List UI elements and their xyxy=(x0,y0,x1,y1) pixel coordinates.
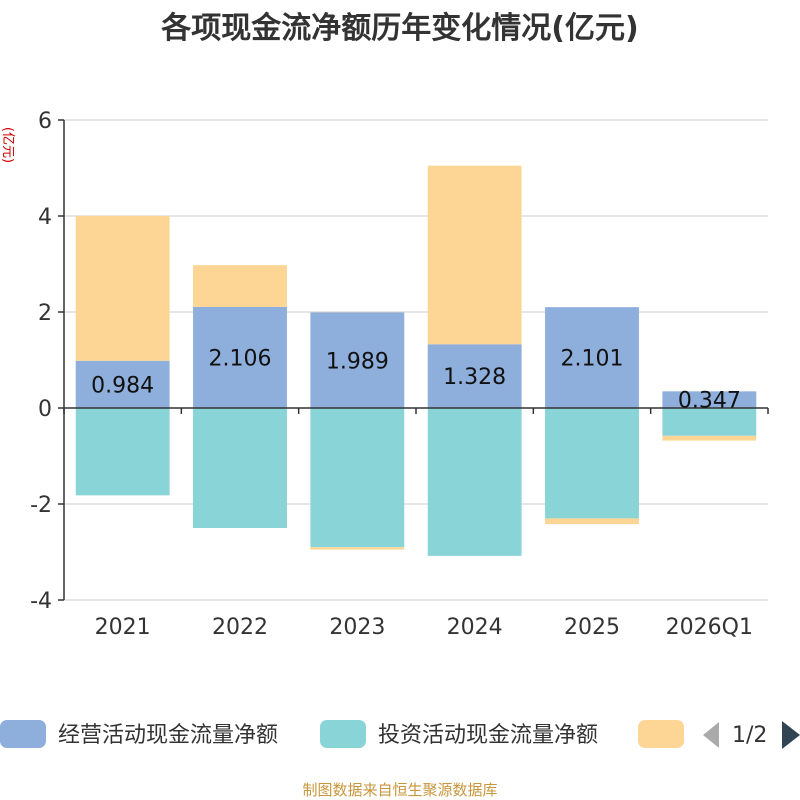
bar-series1-2021 xyxy=(75,360,170,408)
legend-label-series1[interactable]: 经营活动现金流量净额 xyxy=(58,723,278,748)
legend-swatch-series1[interactable] xyxy=(0,720,46,748)
y-tick-label: -2 xyxy=(30,493,52,518)
x-tick-label: 2021 xyxy=(95,615,151,640)
y-tick-label: 0 xyxy=(38,397,52,422)
x-tick-label: 2024 xyxy=(447,615,503,640)
legend-page-indicator: 1/2 xyxy=(732,723,767,748)
data-label-2026Q1: 0.347 xyxy=(678,389,741,414)
legend-label-series2[interactable]: 投资活动现金流量净额 xyxy=(378,723,598,748)
bar-series3-2025 xyxy=(545,518,639,525)
legend-swatch-series2[interactable] xyxy=(320,720,366,748)
axes: -4 -2 0 2 4 6 2021 2022 2023 2024 2025 2026Q1 xyxy=(30,109,769,640)
bar-series2-2025 xyxy=(545,408,639,519)
bar-series3-2023 xyxy=(310,547,405,550)
bar-series2-2022 xyxy=(193,408,287,528)
bar-series2-2024 xyxy=(427,408,522,556)
data-label-2022: 2.106 xyxy=(209,346,272,371)
y-tick-label: 4 xyxy=(38,205,52,230)
chart-title: 各项现金流净额历年变化情况(亿元) xyxy=(160,11,638,46)
legend-swatch-series3[interactable] xyxy=(638,720,684,748)
y-axis-unit: (亿元) xyxy=(0,127,15,163)
data-label-2023: 1.989 xyxy=(326,349,389,374)
bar-series2-2021 xyxy=(75,408,170,496)
legend-prev-page-icon[interactable] xyxy=(703,722,719,748)
y-tick-label: 6 xyxy=(38,109,52,134)
source-note: 制图数据来自恒生聚源数据库 xyxy=(302,781,497,799)
bar-series3-2024 xyxy=(427,165,522,345)
bar-series3-2022 xyxy=(193,265,287,307)
bar-series1-2023 xyxy=(310,312,405,408)
bar-series2-2026Q1 xyxy=(662,408,757,436)
bar-series2-2023 xyxy=(310,408,405,548)
bar-series3-2021 xyxy=(75,215,170,361)
data-label-2021: 0.984 xyxy=(91,373,154,398)
bar-series1-2022 xyxy=(193,306,287,408)
bar-series1-2024 xyxy=(427,344,522,408)
x-tick-label: 2022 xyxy=(212,615,268,640)
data-label-2025: 2.101 xyxy=(561,347,624,372)
bar-series1-2025 xyxy=(545,307,639,408)
x-tick-label: 2025 xyxy=(564,615,620,640)
data-labels: 0.984 2.106 1.989 1.328 2.101 0.347 xyxy=(91,346,741,413)
legend-next-page-icon[interactable] xyxy=(782,721,800,749)
bars xyxy=(75,165,757,556)
legend: 经营活动现金流量净额 投资活动现金流量净额 1/2 xyxy=(0,720,800,749)
y-tick-label: -4 xyxy=(30,589,52,614)
bar-series3-2026Q1 xyxy=(662,435,757,441)
y-tick-label: 2 xyxy=(38,301,52,326)
data-label-2024: 1.328 xyxy=(443,365,506,390)
x-tick-label: 2023 xyxy=(329,615,385,640)
x-tick-label: 2026Q1 xyxy=(666,615,753,640)
bar-series1-2026Q1 xyxy=(662,391,757,408)
